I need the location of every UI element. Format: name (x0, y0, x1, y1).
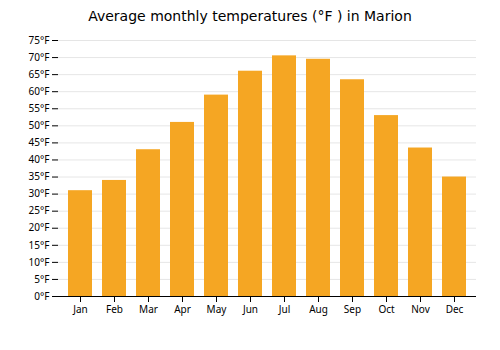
svg-text:Mar: Mar (139, 302, 158, 316)
svg-text:5°F: 5°F (34, 272, 49, 286)
svg-text:Dec: Dec (446, 302, 464, 316)
html-text:Average monthly temperatures (: Average monthly temperatures (°F ) in Ma… (88, 8, 412, 24)
svg-text:60°F: 60°F (29, 84, 50, 98)
svg-text:40°F: 40°F (29, 152, 50, 166)
svg-text:35°F: 35°F (29, 169, 50, 183)
svg-text:Aug: Aug (309, 302, 328, 316)
svg-text:65°F: 65°F (29, 67, 50, 81)
svg-text:Jun: Jun (242, 302, 258, 316)
svg-text:Nov: Nov (411, 302, 430, 316)
svg-text:20°F: 20°F (29, 220, 50, 234)
svg-text:50°F: 50°F (29, 118, 50, 132)
svg-text:55°F: 55°F (29, 101, 50, 115)
svg-text:Oct: Oct (378, 302, 395, 316)
svg-text:25°F: 25°F (29, 203, 50, 217)
svg-text:75°F: 75°F (29, 33, 50, 47)
svg-text:45°F: 45°F (29, 135, 50, 149)
svg-text:Jul: Jul (278, 302, 291, 316)
svg-text:Jan: Jan (72, 302, 88, 316)
svg-text:Feb: Feb (106, 302, 123, 316)
svg-text:70°F: 70°F (29, 50, 50, 64)
svg-text:10°F: 10°F (29, 255, 50, 269)
svg-text:Apr: Apr (174, 302, 191, 316)
svg-text:May: May (207, 302, 228, 316)
svg-text:Sep: Sep (344, 302, 361, 316)
svg-text:15°F: 15°F (29, 238, 50, 252)
svg-text:0°F: 0°F (34, 289, 49, 303)
svg-text:30°F: 30°F (29, 186, 50, 200)
